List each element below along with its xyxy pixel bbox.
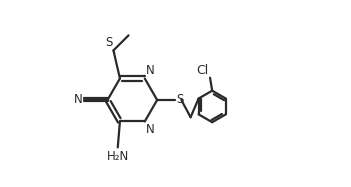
Text: S: S [176, 94, 183, 106]
Text: N: N [146, 123, 154, 136]
Text: N: N [146, 64, 154, 77]
Text: H₂N: H₂N [107, 150, 129, 163]
Text: Cl: Cl [197, 64, 209, 77]
Text: S: S [105, 36, 112, 49]
Text: N: N [74, 94, 83, 106]
